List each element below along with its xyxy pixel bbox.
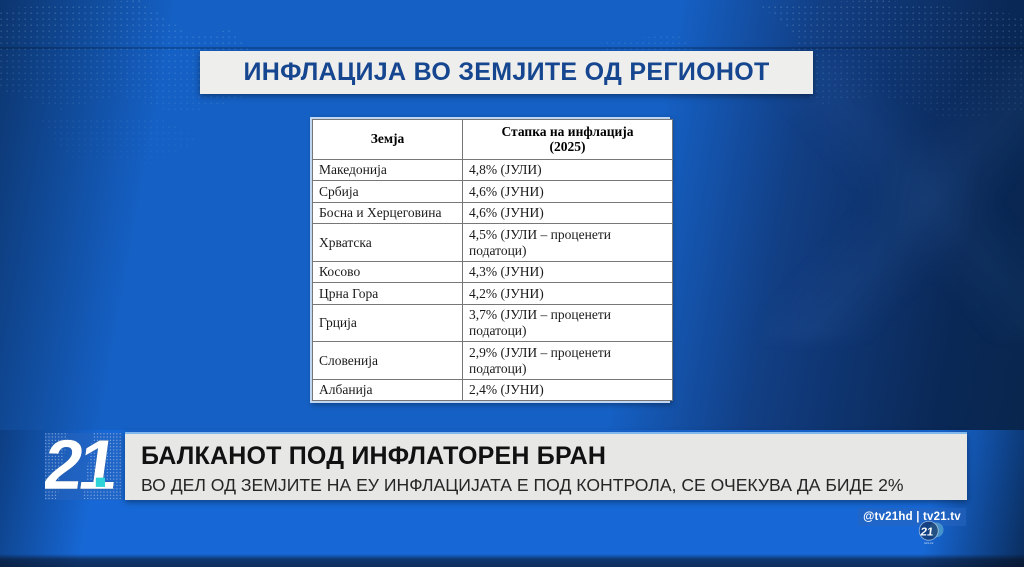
svg-text:tv21.mk: tv21.mk <box>924 541 934 545</box>
svg-text:21: 21 <box>920 527 935 539</box>
